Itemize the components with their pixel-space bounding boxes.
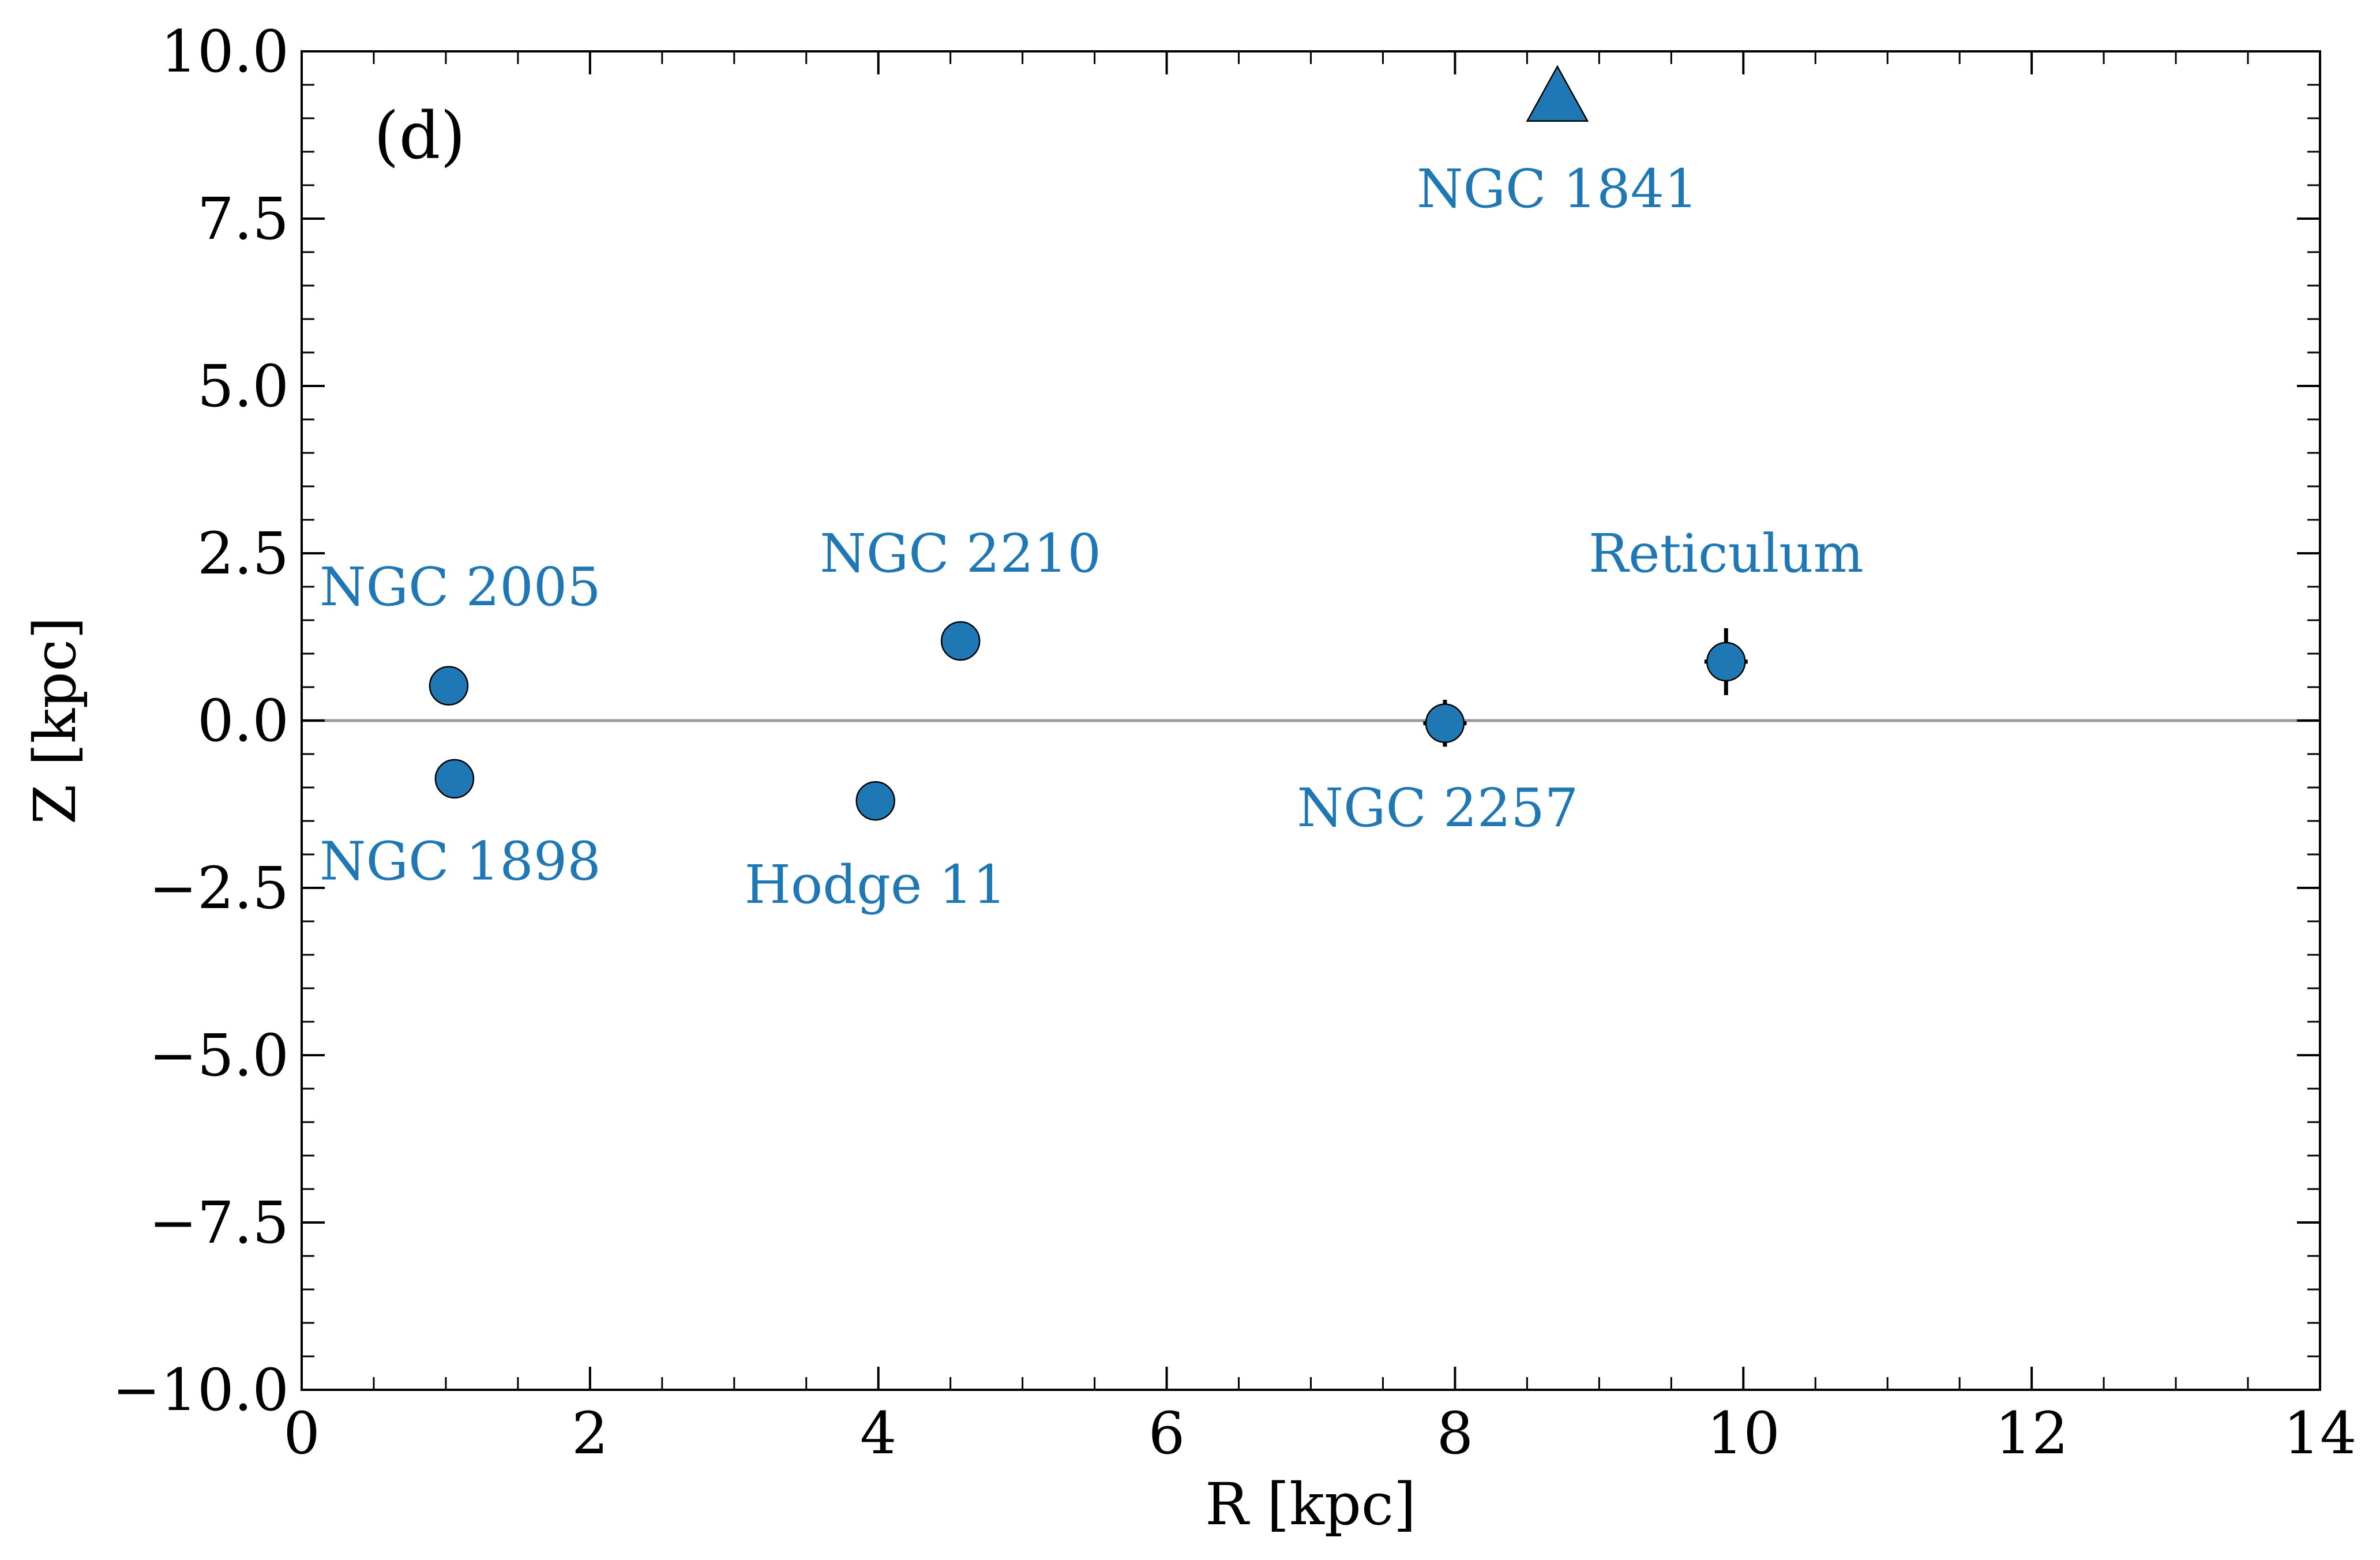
- circle-marker: [940, 621, 981, 661]
- x-tick-label: 0: [283, 1400, 320, 1467]
- x-tick-label: 14: [2283, 1400, 2356, 1467]
- circle-marker: [1706, 642, 1746, 682]
- point-ngc-2257: NGC 2257: [1297, 700, 1579, 839]
- x-tick-label: 2: [572, 1400, 609, 1467]
- y-tick-label: 5.0: [197, 352, 289, 420]
- y-tick-label: 7.5: [197, 185, 289, 253]
- point-label: NGC 2210: [820, 523, 1101, 584]
- panel-label: (d): [374, 99, 466, 174]
- x-axis-label: R [kpc]: [1205, 1471, 1416, 1538]
- point-ngc-2005: NGC 2005: [320, 556, 601, 706]
- point-label: Reticulum: [1589, 523, 1864, 584]
- y-tick-label: −5.0: [149, 1022, 289, 1089]
- circle-marker: [434, 759, 475, 799]
- x-tick-label: 8: [1437, 1400, 1474, 1467]
- y-tick-label: −10.0: [112, 1356, 289, 1424]
- circle-marker: [1425, 703, 1465, 743]
- data-points: NGC 2005 NGC 1898 NGC 2210 Hodge 11 NGC 2257…: [320, 65, 1864, 916]
- point-label: NGC 2257: [1297, 777, 1579, 839]
- y-tick-label: 10.0: [160, 18, 289, 85]
- point-ngc-2210: NGC 2210: [820, 523, 1101, 661]
- y-tick-label: −2.5: [149, 854, 289, 922]
- circle-marker: [855, 781, 895, 821]
- point-label: NGC 1841: [1417, 158, 1698, 220]
- triangle-marker: [1526, 65, 1589, 122]
- point-reticulum: Reticulum: [1589, 523, 1864, 695]
- y-axis-label: Z [kpc]: [21, 617, 89, 824]
- y-tick-label: 0.0: [197, 687, 289, 755]
- x-tick-label: 6: [1148, 1400, 1185, 1467]
- point-label: Hodge 11: [745, 854, 1007, 916]
- point-hodge-11: Hodge 11: [745, 781, 1007, 916]
- circle-marker: [429, 666, 469, 706]
- x-tick-label: 4: [860, 1400, 897, 1467]
- point-label: NGC 2005: [320, 556, 601, 618]
- axis-ticks: 0 2 4 6 8 10 12 14 10.0 7.5 5.0 2.5 0.0 −2.5 −5.0 −7.5 −…: [112, 18, 2357, 1467]
- point-ngc-1898: NGC 1898: [320, 759, 601, 892]
- x-tick-label: 12: [1995, 1400, 2069, 1467]
- point-ngc-1841: NGC 1841: [1417, 65, 1698, 220]
- y-tick-label: 2.5: [197, 520, 289, 587]
- y-tick-label: −7.5: [149, 1189, 289, 1257]
- plot-area-frame: [301, 50, 2321, 1391]
- point-label: NGC 1898: [320, 831, 601, 892]
- x-tick-label: 10: [1707, 1400, 1780, 1467]
